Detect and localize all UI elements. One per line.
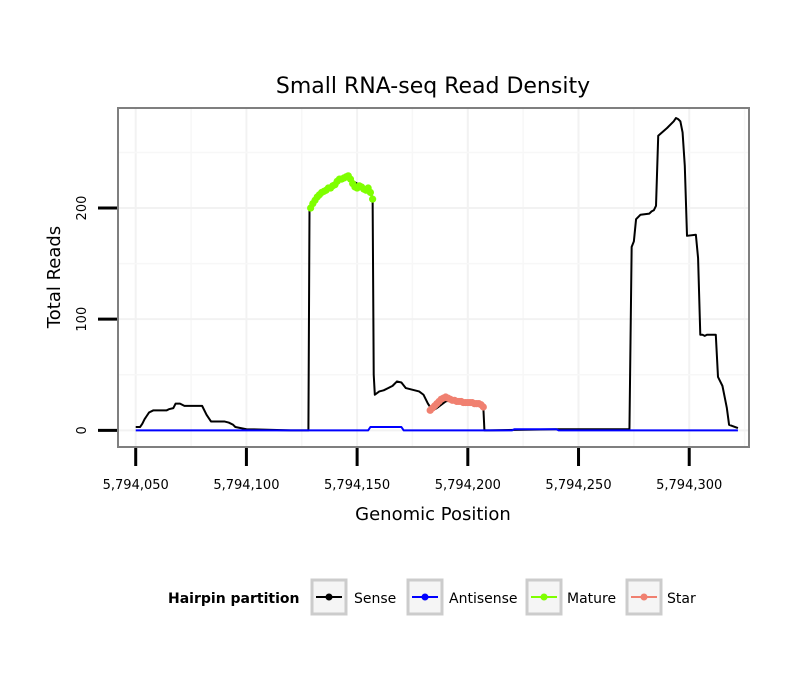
x-tick-label: 5,794,200 (435, 478, 501, 493)
legend-label-mature: Mature (567, 591, 616, 607)
grid-layer (118, 108, 749, 447)
data-point-star (479, 403, 487, 411)
x-tick-label: 5,794,300 (656, 478, 722, 493)
legend-label-sense: Sense (354, 591, 396, 607)
x-tick-label: 5,794,250 (545, 478, 611, 493)
legend-label-antisense: Antisense (449, 591, 518, 607)
legend-entry-sense: Sense (310, 578, 396, 616)
series-line-antisense (135, 425, 738, 432)
axis-layer: 5,794,050 5,794,100 5,794,150 5,794,200 5,79… (75, 196, 722, 493)
legend-swatch-point-star (640, 593, 648, 601)
legend-entry-star: Star (625, 578, 696, 616)
legend-entry-antisense: Antisense (406, 578, 518, 616)
plot-panel-border (117, 107, 750, 448)
legend-swatch-point-sense (325, 593, 333, 601)
chart-title: Small RNA-seq Read Density (276, 74, 590, 99)
legend-entry-mature: Mature (525, 578, 616, 616)
legend-label-star: Star (667, 591, 696, 607)
data-point-mature (366, 188, 374, 197)
y-axis-title: Total Reads (44, 226, 65, 329)
y-tick-label: 200 (75, 196, 90, 221)
y-tick-label: 100 (75, 307, 90, 332)
legend: Hairpin partition Sense Antisense Mature… (168, 578, 696, 616)
series-layer (135, 117, 739, 432)
x-tick-label: 5,794,150 (324, 478, 390, 493)
series-line-sense (135, 117, 739, 432)
data-point-mature (369, 195, 377, 203)
x-tick-label: 5,794,100 (213, 478, 279, 493)
legend-swatch-point-mature (540, 593, 548, 601)
legend-title: Hairpin partition (168, 591, 299, 607)
legend-swatch-point-antisense (421, 593, 429, 601)
x-axis-title: Genomic Position (355, 504, 511, 525)
y-tick-label: 0 (75, 426, 90, 434)
x-tick-label: 5,794,050 (103, 478, 169, 493)
